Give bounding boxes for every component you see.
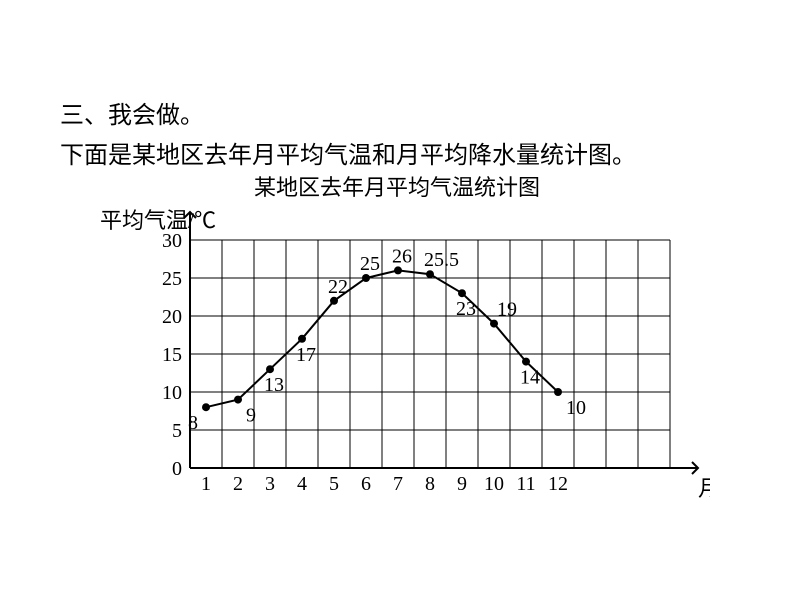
svg-text:平均气温/℃: 平均气温/℃ (100, 208, 216, 233)
svg-text:10: 10 (484, 473, 504, 495)
svg-text:2: 2 (233, 473, 243, 495)
intro-paragraph: 下面是某地区去年月平均气温和月平均降水量统计图。 (60, 135, 636, 170)
svg-text:10: 10 (162, 382, 182, 404)
svg-text:13: 13 (264, 374, 284, 396)
svg-text:30: 30 (162, 230, 182, 252)
svg-text:4: 4 (297, 473, 307, 495)
svg-text:8: 8 (425, 473, 435, 495)
svg-text:9: 9 (246, 405, 256, 427)
svg-text:5: 5 (172, 420, 182, 442)
svg-text:17: 17 (296, 344, 316, 366)
svg-text:10: 10 (566, 397, 586, 419)
svg-text:22: 22 (328, 276, 348, 298)
svg-text:月份: 月份 (698, 476, 710, 501)
svg-text:7: 7 (393, 473, 403, 495)
svg-text:1: 1 (201, 473, 211, 495)
temperature-line-chart: 051015202530123456789101112平均气温/℃月份89131… (70, 200, 710, 570)
svg-text:26: 26 (392, 245, 412, 267)
svg-text:19: 19 (497, 299, 517, 321)
section-heading: 三、我会做。 (60, 95, 204, 130)
svg-text:25: 25 (162, 268, 182, 290)
svg-text:12: 12 (548, 473, 568, 495)
svg-text:3: 3 (265, 473, 275, 495)
svg-text:25: 25 (360, 253, 380, 275)
svg-text:15: 15 (162, 344, 182, 366)
svg-text:20: 20 (162, 306, 182, 328)
svg-text:23: 23 (456, 298, 476, 320)
svg-text:9: 9 (457, 473, 467, 495)
svg-text:5: 5 (329, 473, 339, 495)
svg-text:0: 0 (172, 458, 182, 480)
svg-text:8: 8 (188, 412, 198, 434)
svg-text:11: 11 (516, 473, 535, 495)
svg-text:6: 6 (361, 473, 371, 495)
chart-title: 某地区去年月平均气温统计图 (0, 170, 794, 202)
svg-text:25.5: 25.5 (424, 249, 459, 271)
svg-text:14: 14 (520, 367, 540, 389)
